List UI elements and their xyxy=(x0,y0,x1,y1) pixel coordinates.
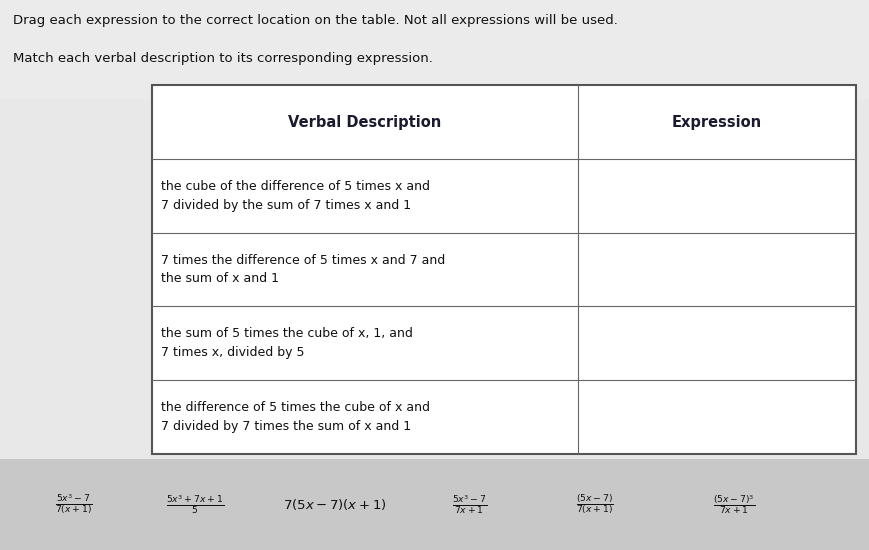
FancyBboxPatch shape xyxy=(152,85,856,454)
Text: Match each verbal description to its corresponding expression.: Match each verbal description to its cor… xyxy=(13,52,433,65)
Text: $7(5x-7)(x+1)$: $7(5x-7)(x+1)$ xyxy=(282,497,387,512)
Text: Drag each expression to the correct location on the table. Not all expressions w: Drag each expression to the correct loca… xyxy=(13,14,618,27)
Text: $\frac{(5x-7)}{7(x+1)}$: $\frac{(5x-7)}{7(x+1)}$ xyxy=(576,493,614,516)
FancyBboxPatch shape xyxy=(0,0,869,99)
Text: $\frac{5x^3-7}{7x+1}$: $\frac{5x^3-7}{7x+1}$ xyxy=(452,493,487,516)
Text: the difference of 5 times the cube of x and
7 divided by 7 times the sum of x an: the difference of 5 times the cube of x … xyxy=(161,401,430,433)
Text: 7 times the difference of 5 times x and 7 and
the sum of x and 1: 7 times the difference of 5 times x and … xyxy=(161,254,445,285)
Text: $\frac{5x^3+7x+1}{5}$: $\frac{5x^3+7x+1}{5}$ xyxy=(166,493,225,516)
Text: Verbal Description: Verbal Description xyxy=(289,114,441,130)
Text: $\frac{(5x-7)^3}{7x+1}$: $\frac{(5x-7)^3}{7x+1}$ xyxy=(713,493,755,516)
FancyBboxPatch shape xyxy=(0,459,869,550)
Text: $\frac{5x^3-7}{7(x+1)}$: $\frac{5x^3-7}{7(x+1)}$ xyxy=(55,492,93,517)
Text: the sum of 5 times the cube of x, 1, and
7 times x, divided by 5: the sum of 5 times the cube of x, 1, and… xyxy=(161,327,413,359)
Text: Expression: Expression xyxy=(672,114,762,130)
Text: the cube of the difference of 5 times x and
7 divided by the sum of 7 times x an: the cube of the difference of 5 times x … xyxy=(161,180,430,212)
